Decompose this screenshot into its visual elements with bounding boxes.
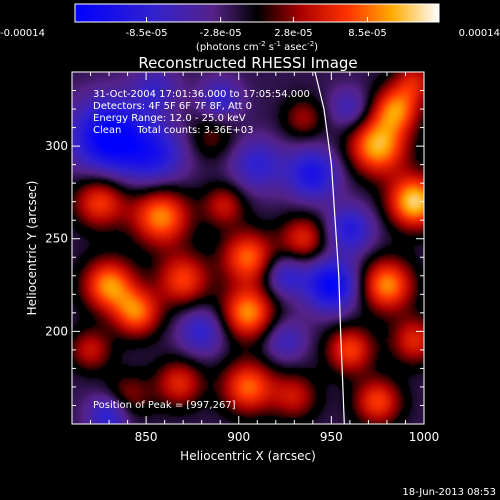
colorbar-tick-label: 8.5e-05 (348, 28, 386, 39)
peak-position-label: Position of Peak = [997,267] (93, 400, 236, 411)
colorbar-tick-label: -8.5e-05 (126, 28, 168, 39)
annotation-time-range: 31-Oct-2004 17:01:36.000 to 17:05:54.000 (93, 89, 310, 100)
colorbar-tick-label: -0.00014 (0, 28, 45, 39)
x-axis-label: Heliocentric X (arcsec) (180, 449, 316, 463)
x-tick-label: 850 (135, 430, 158, 444)
colorbar-ticks: -0.00014 -8.5e-05 -2.8e-05 2.8e-05 8.5e-05 0.… (0, 17, 500, 39)
x-tick-label: 1000 (409, 430, 440, 444)
x-tick-label: 950 (320, 430, 343, 444)
colorbar-gradient (74, 3, 440, 23)
annotation-clean-counts: Clean Total counts: 3.36E+03 (93, 125, 253, 136)
heatmap-image (72, 72, 424, 424)
y-axis-ticks: 200 250 300 (45, 71, 424, 406)
plot-area: 850 900 950 1000 200 250 300 31-Oct-2004 17:0… (45, 71, 440, 444)
colorbar: -0.00014 -8.5e-05 -2.8e-05 2.8e-05 8.5e-05 0.… (0, 3, 500, 53)
x-axis-ticks: 850 900 950 1000 (90, 72, 440, 444)
chart-title: Reconstructed RHESSI Image (138, 54, 357, 72)
solar-limb-line (314, 72, 345, 424)
y-tick-label: 250 (45, 232, 68, 246)
y-axis-label: Heliocentric Y (arcsec) (25, 181, 39, 316)
date-stamp: 18-Jun-2013 08:53 (402, 487, 496, 498)
colorbar-label: (photons cm-2 s-1 asec-2) (196, 40, 318, 53)
colorbar-tick-label: 0.00014 (459, 28, 500, 39)
colorbar-tick-label: -2.8e-05 (200, 28, 242, 39)
plot-frame (71, 71, 425, 425)
annotation-detectors: Detectors: 4F 5F 6F 7F 8F, Att 0 (93, 101, 252, 112)
y-tick-label: 300 (45, 139, 68, 153)
annotation-energy-range: Energy Range: 12.0 - 25.0 keV (93, 113, 246, 124)
colorbar-tick-label: 2.8e-05 (274, 28, 312, 39)
x-tick-label: 900 (227, 430, 250, 444)
y-tick-label: 200 (45, 324, 68, 338)
